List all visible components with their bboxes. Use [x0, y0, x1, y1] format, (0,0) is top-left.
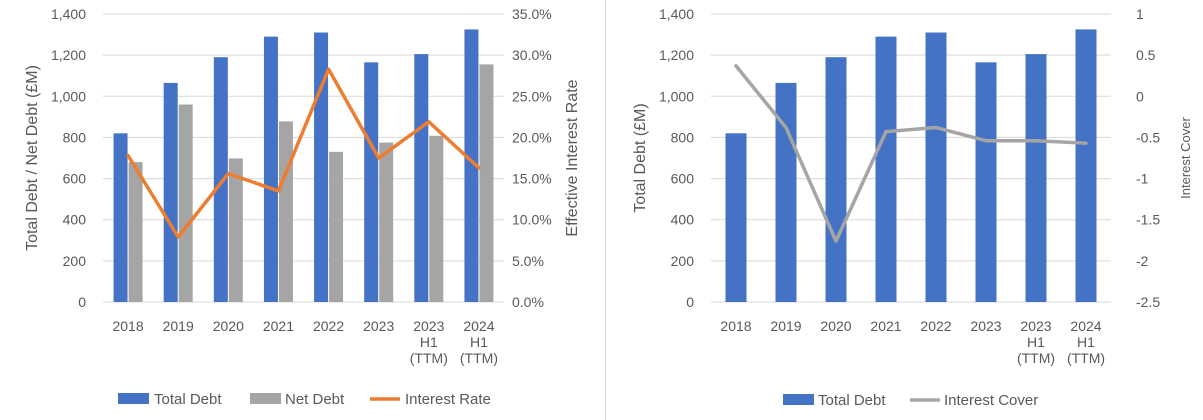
y-tick-label: 600 [671, 171, 695, 187]
x-tick-label: (TTM) [460, 350, 498, 366]
bar-total-debt [163, 82, 178, 303]
y-tick-label: 800 [63, 129, 87, 145]
y-axis-title: Total Debt (£M) [632, 103, 649, 212]
x-tick-label: (TTM) [1017, 350, 1055, 366]
x-tick-label: H1 [470, 334, 488, 350]
legend-label: Interest Cover [944, 392, 1038, 409]
x-tick-label: (TTM) [1067, 350, 1105, 366]
bar-total-debt [875, 36, 897, 302]
y2-tick-label: 5.0% [512, 253, 544, 269]
legend-swatch [118, 393, 149, 404]
x-tick-label: 2022 [920, 318, 951, 334]
y-tick-label: 1,000 [51, 88, 86, 104]
y-tick-label: 0 [686, 294, 694, 310]
debt-interest-cover-chart: 0 200 400 600 800 1,000 1,200 1,400 -2.5 -2 -1.5 -1… [632, 6, 1193, 409]
bar-total-debt [975, 62, 997, 302]
bar-total-debt [414, 54, 429, 302]
x-tick-label: 2024 [1070, 318, 1101, 334]
legend-label: Net Debt [285, 391, 345, 408]
y2-tick-label: 35.0% [512, 6, 552, 22]
y2-tick-label: 0.5 [1136, 47, 1156, 63]
y2-tick-label: -1.5 [1136, 212, 1160, 228]
y2-tick-label: -1 [1136, 171, 1149, 187]
bar-total-debt [464, 29, 479, 303]
y-tick-label: 1,200 [51, 47, 86, 63]
y2-tick-label: -0.5 [1136, 129, 1160, 145]
y-tick-label: 400 [63, 212, 87, 228]
bar-net-debt [178, 104, 193, 302]
y2-tick-label: 1 [1136, 6, 1144, 22]
x-tick-label: 2019 [770, 318, 801, 334]
legend-label: Total Debt [154, 391, 222, 408]
bar-total-debt [725, 133, 747, 302]
line-interest-cover [734, 64, 1088, 243]
bar-net-debt [228, 158, 243, 302]
x-tick-label: (TTM) [410, 350, 448, 366]
bar-net-debt [479, 64, 494, 303]
x-tick-label: 2019 [163, 318, 194, 334]
x-tick-label: 2018 [112, 318, 143, 334]
bar-total-debt [364, 62, 379, 302]
y-tick-label: 1,400 [659, 6, 694, 22]
y2-tick-label: 15.0% [512, 171, 552, 187]
x-tick-label: H1 [1027, 334, 1045, 350]
bar-total-debt [825, 57, 847, 303]
x-tick-label: 2020 [213, 318, 244, 334]
y2-tick-label: 0.0% [512, 294, 544, 310]
bar-net-debt [278, 121, 293, 302]
bar-net-debt [379, 142, 394, 302]
y2-tick-label: 30.0% [512, 47, 552, 63]
x-tick-label: 2023 [363, 318, 394, 334]
bar-net-debt [429, 135, 444, 302]
y2-tick-label: -2 [1136, 253, 1149, 269]
bar-total-debt [925, 32, 947, 303]
y2-tick-label: -2.5 [1136, 294, 1160, 310]
x-tick-label: H1 [420, 334, 438, 350]
x-tick-label: 2022 [313, 318, 344, 334]
y2-tick-label: 10.0% [512, 212, 552, 228]
x-tick-label: 2018 [720, 318, 751, 334]
bar-total-debt [1025, 54, 1047, 302]
line-interest-rate [126, 67, 481, 239]
y-tick-label: 0 [78, 294, 86, 310]
x-tick-label: H1 [1077, 334, 1095, 350]
x-tick-label: 2023 [413, 318, 444, 334]
bar-net-debt [128, 162, 143, 302]
y-tick-label: 400 [671, 212, 695, 228]
y2-axis-title: Effective Interest Rate [564, 79, 581, 236]
bar-total-debt [263, 36, 278, 302]
y-tick-label: 200 [671, 253, 695, 269]
y2-tick-label: 20.0% [512, 129, 552, 145]
y-tick-label: 200 [63, 253, 87, 269]
y2-axis-title: Interest Cover [1178, 117, 1193, 199]
legend-label: Interest Rate [405, 391, 491, 408]
bar-total-debt [113, 133, 128, 302]
y2-tick-label: 0 [1136, 88, 1144, 104]
x-tick-label: 2021 [870, 318, 901, 334]
y-tick-label: 1,200 [659, 47, 694, 63]
y-tick-label: 1,400 [51, 6, 86, 22]
x-tick-label: 2024 [463, 318, 494, 334]
y-tick-label: 1,000 [659, 88, 694, 104]
x-tick-label: 2023 [1020, 318, 1051, 334]
bar-total-debt [213, 57, 228, 303]
x-tick-label: 2021 [263, 318, 294, 334]
legend-swatch [783, 394, 814, 405]
y-tick-label: 800 [671, 129, 695, 145]
y2-tick-label: 25.0% [512, 88, 552, 104]
x-tick-label: 2020 [820, 318, 851, 334]
panel-divider [605, 0, 606, 420]
legend-label: Total Debt [818, 392, 886, 409]
debt-interest-rate-chart: 0 200 400 600 800 1,000 1,200 1,400 0.0% 5.0% 10.0… [24, 6, 581, 408]
legend-swatch [250, 393, 281, 404]
bar-net-debt [329, 151, 344, 302]
x-tick-label: 2023 [970, 318, 1001, 334]
y-tick-label: 600 [63, 171, 87, 187]
y-axis-title: Total Debt / Net Debt (£M) [24, 65, 41, 251]
bar-total-debt [1075, 29, 1097, 303]
